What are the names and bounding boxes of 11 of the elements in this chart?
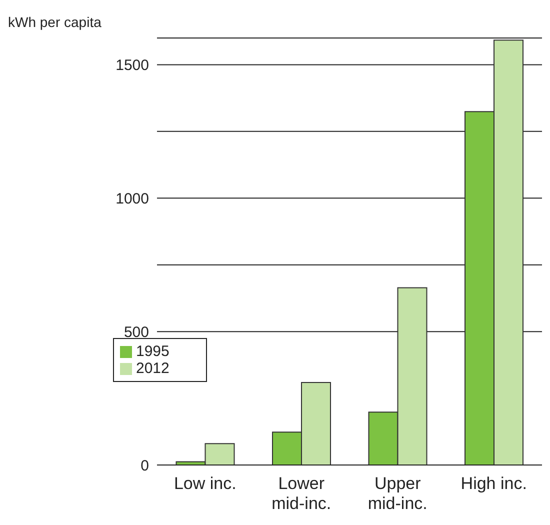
x-tick-label: Upper mid-inc. <box>368 474 428 513</box>
y-tick-label: 1000 <box>116 190 149 208</box>
y-tick-label: 0 <box>140 457 149 474</box>
legend-label: 1995 <box>136 343 170 360</box>
x-tick-label: Low inc. <box>174 474 236 493</box>
legend-label: 2012 <box>136 360 170 377</box>
y-tick-label: 1500 <box>116 57 149 74</box>
y-tick-label: 500 <box>124 324 149 341</box>
y-axis-title: kWh per capita <box>8 14 102 30</box>
x-tick-label: Lower mid-inc. <box>272 474 332 513</box>
x-tick-label: High inc. <box>460 474 527 493</box>
